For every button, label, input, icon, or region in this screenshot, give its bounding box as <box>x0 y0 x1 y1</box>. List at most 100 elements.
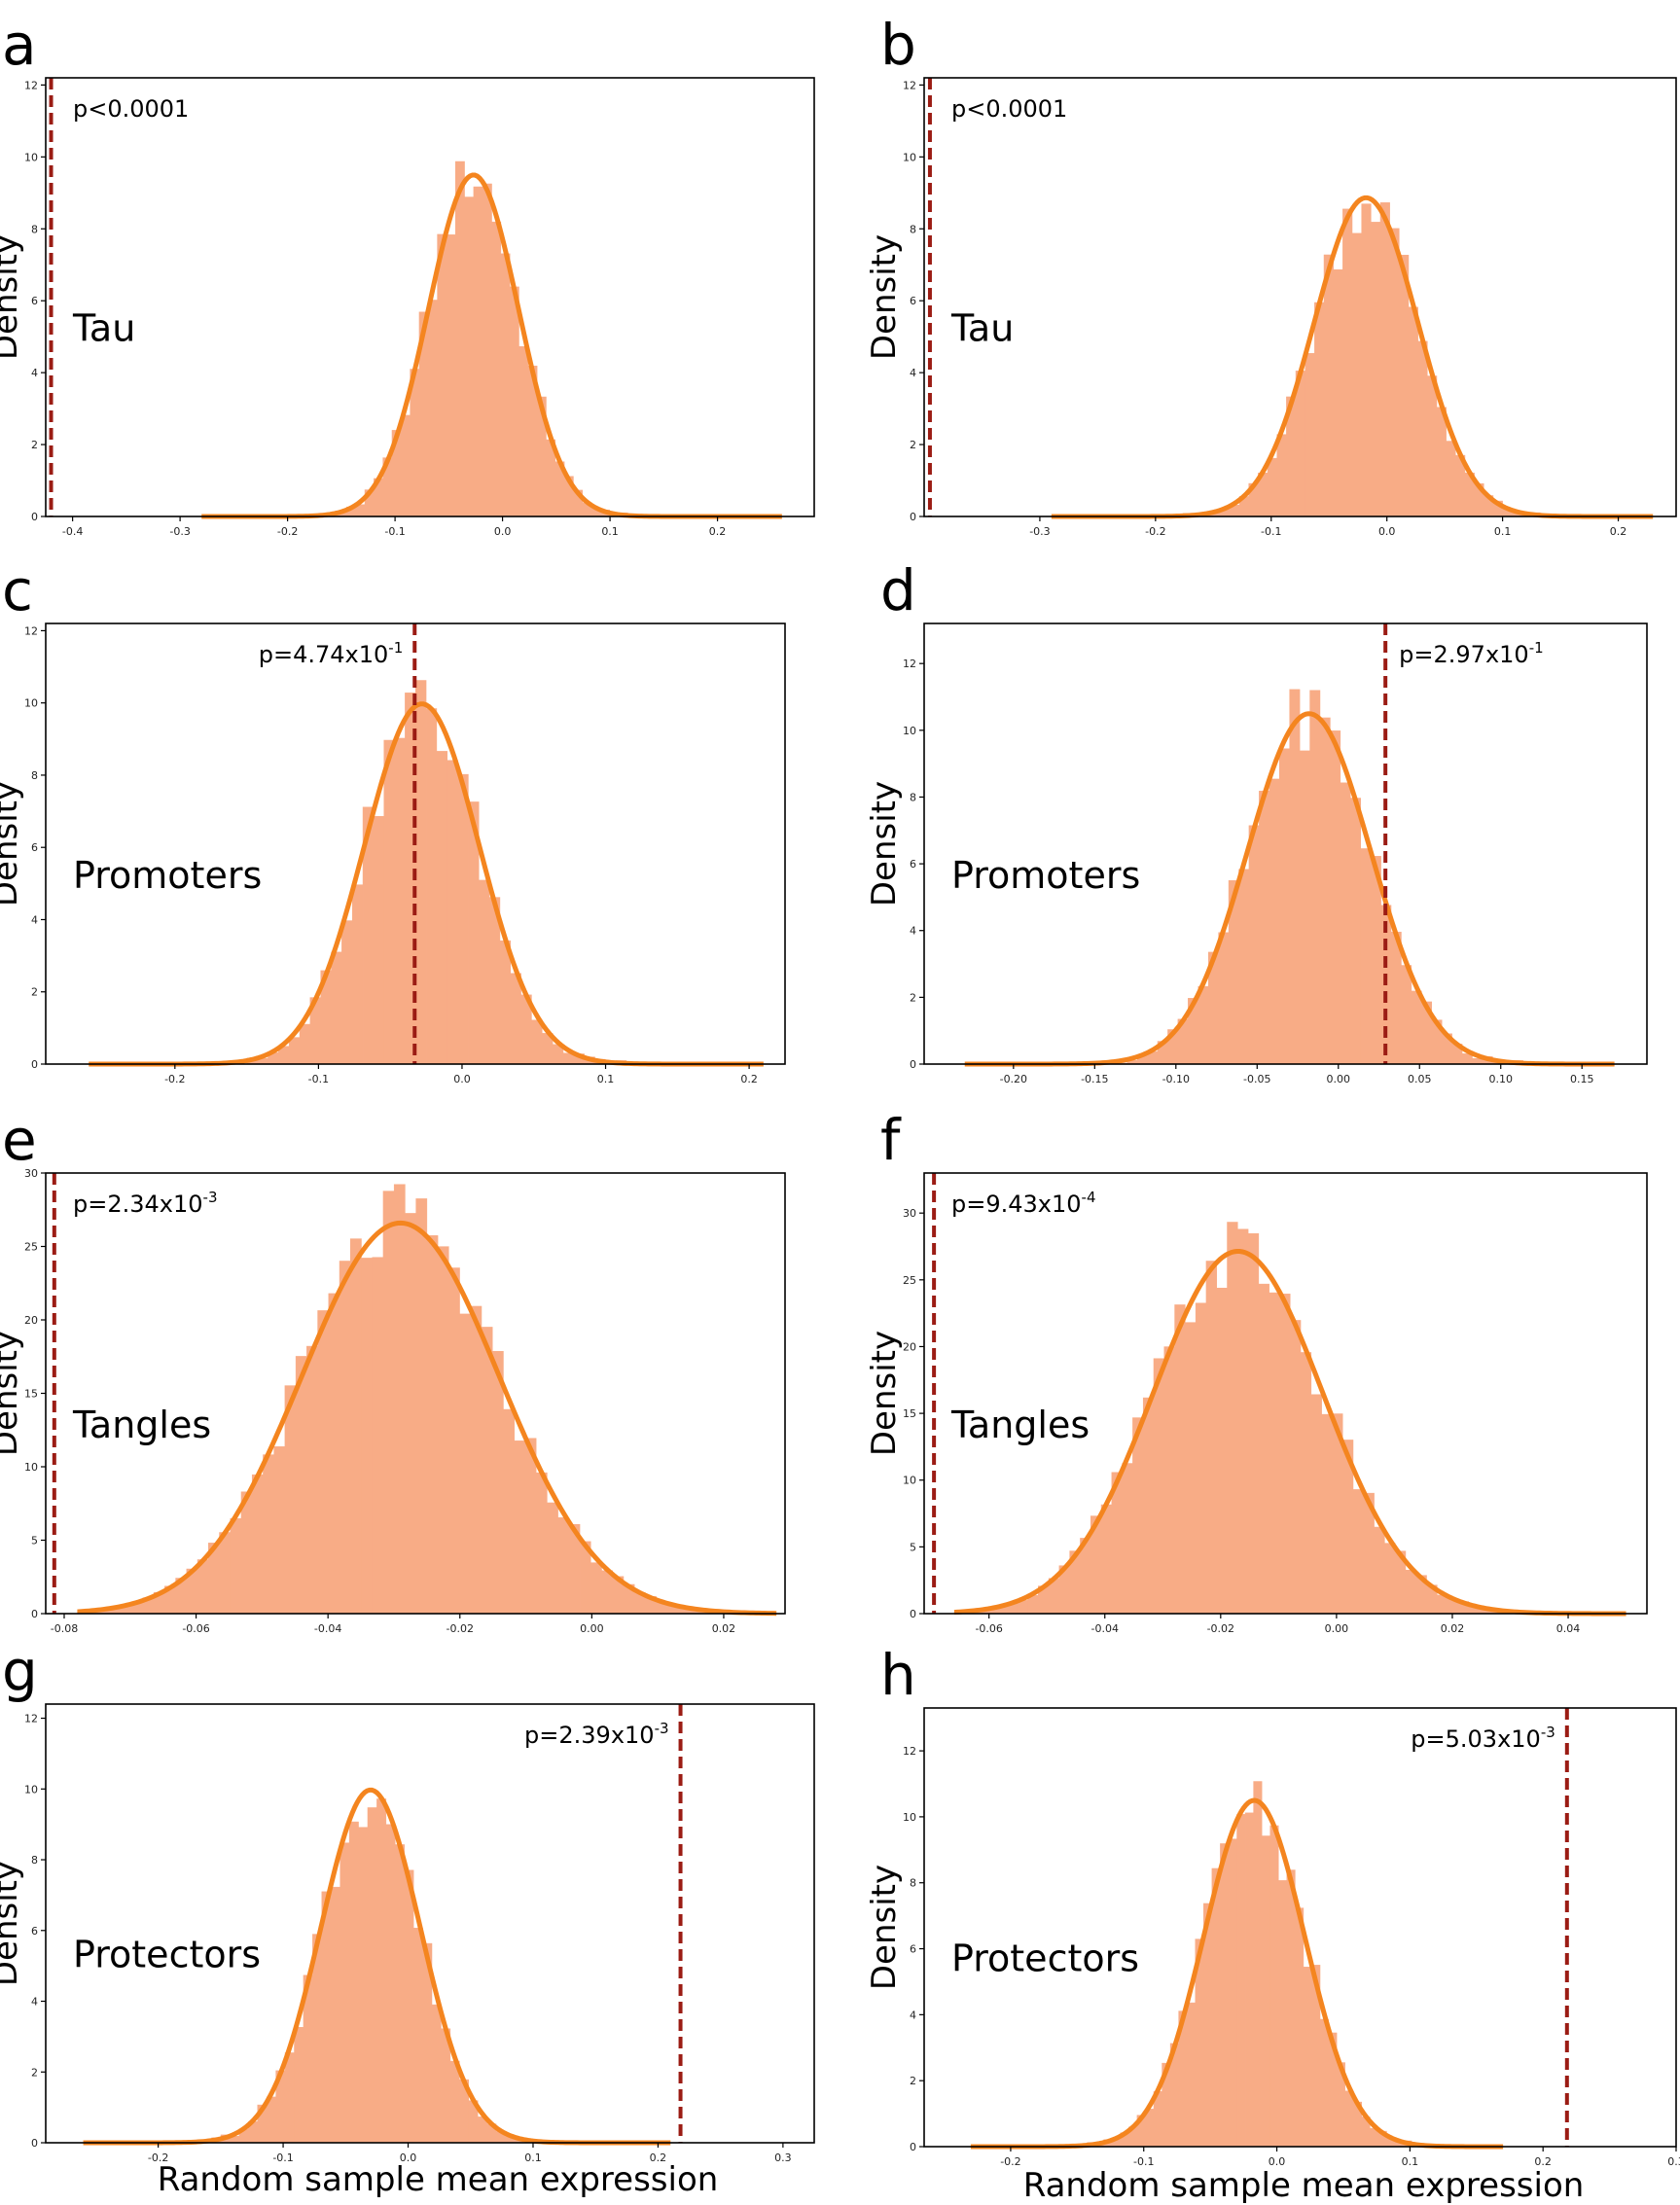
y-tick-label: 2 <box>910 439 916 451</box>
x-tick-label: -0.2 <box>1000 2155 1020 2168</box>
y-tick-label: 12 <box>903 1745 916 1758</box>
x-tick-label: -0.1 <box>384 525 405 538</box>
histogram-bar <box>1279 1294 1291 1615</box>
chart-panel-e: -0.08 -0.06 -0.04 -0.02 0.00 0.02 0 5 10 15 20 25 30… <box>0 1107 786 1635</box>
histogram-bar <box>1446 441 1456 517</box>
histogram-bar <box>482 183 492 517</box>
histogram-bar <box>428 300 438 517</box>
histogram-bar <box>339 1261 351 1615</box>
panel-letter: g <box>2 1638 38 1704</box>
x-tick-label: -0.10 <box>1162 1073 1190 1085</box>
histogram-bar <box>1352 1489 1365 1615</box>
histogram-bar <box>448 1267 460 1615</box>
histogram-bar <box>447 760 458 1065</box>
histogram-bar <box>470 1305 483 1615</box>
histogram-bar <box>518 346 529 517</box>
histogram-bar <box>436 751 447 1065</box>
x-tick-label: 0.02 <box>712 1622 736 1635</box>
panel-letter: h <box>880 1642 916 1708</box>
y-tick-label: 12 <box>903 79 916 91</box>
x-tick-label: 0.0 <box>1378 525 1396 538</box>
histogram-bar <box>295 1356 307 1615</box>
feature-label: Protectors <box>73 1934 261 1976</box>
histogram-bar <box>1218 932 1230 1065</box>
y-tick-label: 5 <box>31 1535 38 1547</box>
x-tick-label: -0.06 <box>975 1622 1002 1635</box>
histogram-bar <box>1309 690 1321 1065</box>
histogram-bar <box>1258 1283 1269 1615</box>
histogram-bar <box>351 884 364 1065</box>
histogram-bar <box>1427 375 1438 517</box>
histogram-bar <box>1186 2002 1197 2148</box>
histogram-bar <box>1314 302 1325 517</box>
histogram-bar <box>1371 222 1381 517</box>
histogram-bar <box>372 1257 384 1615</box>
feature-label: Tau <box>72 307 135 350</box>
y-tick-label: 8 <box>910 1877 916 1890</box>
y-tick-label: 12 <box>24 624 38 637</box>
chart-panel-a: -0.4 -0.3 -0.2 -0.1 0.0 0.1 0.2 0 2 4 6 8 10 12a Densi… <box>0 12 815 538</box>
y-tick-label: 6 <box>31 1925 38 1938</box>
y-tick-label: 6 <box>910 1943 916 1956</box>
histogram-bar <box>331 951 342 1065</box>
histogram-bar <box>1411 990 1422 1065</box>
x-tick-label: 0.0 <box>453 1073 471 1085</box>
x-tick-label: -0.2 <box>164 1073 185 1085</box>
axes-frame <box>923 1172 1648 1615</box>
histogram-bar <box>1253 1781 1263 2148</box>
x-tick-label: 0.02 <box>1441 1622 1465 1635</box>
histogram-bar <box>535 1472 548 1615</box>
histogram-bar <box>1330 730 1341 1065</box>
histogram-bar <box>1278 1880 1288 2148</box>
histogram-bar <box>1299 750 1310 1065</box>
histogram-bar <box>1384 1543 1396 1615</box>
y-tick-label: 20 <box>903 1340 916 1353</box>
axes-frame <box>923 622 1648 1065</box>
feature-label: Protectors <box>951 1938 1139 1980</box>
y-tick-label: 10 <box>903 725 916 737</box>
y-tick-label: 4 <box>910 2009 916 2021</box>
histogram-bar <box>361 1258 373 1615</box>
histogram-bar <box>1310 1394 1322 1615</box>
p-value-exponent: -3 <box>655 1720 669 1737</box>
histogram-bar <box>284 1385 297 1615</box>
histogram-bar <box>1244 1812 1254 2148</box>
p-value-annotation: p=2.34x10-3 <box>73 1189 218 1218</box>
x-axis-label-right: Random sample mean expression <box>1023 2166 1585 2205</box>
histogram-bar <box>230 1517 242 1615</box>
histogram-bar <box>415 1198 428 1615</box>
p-value-annotation: p=5.03x10-3 <box>1411 1724 1555 1753</box>
y-tick-label: 6 <box>31 295 38 307</box>
histogram-bar <box>219 1532 231 1615</box>
y-tick-label: 4 <box>910 367 916 379</box>
normal-fit-curve <box>77 1220 777 1617</box>
x-tick-label: -0.06 <box>182 1622 209 1635</box>
x-tick-label: -0.02 <box>1207 1622 1234 1635</box>
histogram-bar <box>263 1454 274 1615</box>
histogram-bar <box>1286 1869 1296 2148</box>
histogram-bar <box>340 1842 350 2144</box>
histogram-bar <box>1360 848 1372 1065</box>
histogram-bar <box>288 1037 301 1065</box>
y-axis-label: Density <box>865 1331 904 1456</box>
histogram-bar <box>1100 1504 1113 1615</box>
p-value-exponent: -1 <box>388 639 403 657</box>
panel-letter: b <box>880 12 916 78</box>
x-tick-label: -0.2 <box>277 525 298 538</box>
histogram-bar <box>330 1886 340 2144</box>
histogram-bar <box>1351 232 1362 517</box>
histogram-bar <box>491 1351 504 1615</box>
y-tick-label: 2 <box>910 991 916 1004</box>
histogram-bar <box>1289 689 1301 1065</box>
histogram-bar <box>284 2052 295 2144</box>
p-value-exponent: -1 <box>1529 639 1544 657</box>
panel-letter: a <box>2 12 37 78</box>
histogram-bar <box>509 286 519 517</box>
histogram-bar <box>1340 782 1351 1065</box>
x-tick-label: -0.2 <box>148 2152 168 2164</box>
y-tick-label: 0 <box>910 511 916 523</box>
x-tick-label: -0.04 <box>1091 1622 1119 1635</box>
histogram-bar <box>1321 1413 1333 1615</box>
p-value-exponent: -4 <box>1082 1189 1096 1206</box>
